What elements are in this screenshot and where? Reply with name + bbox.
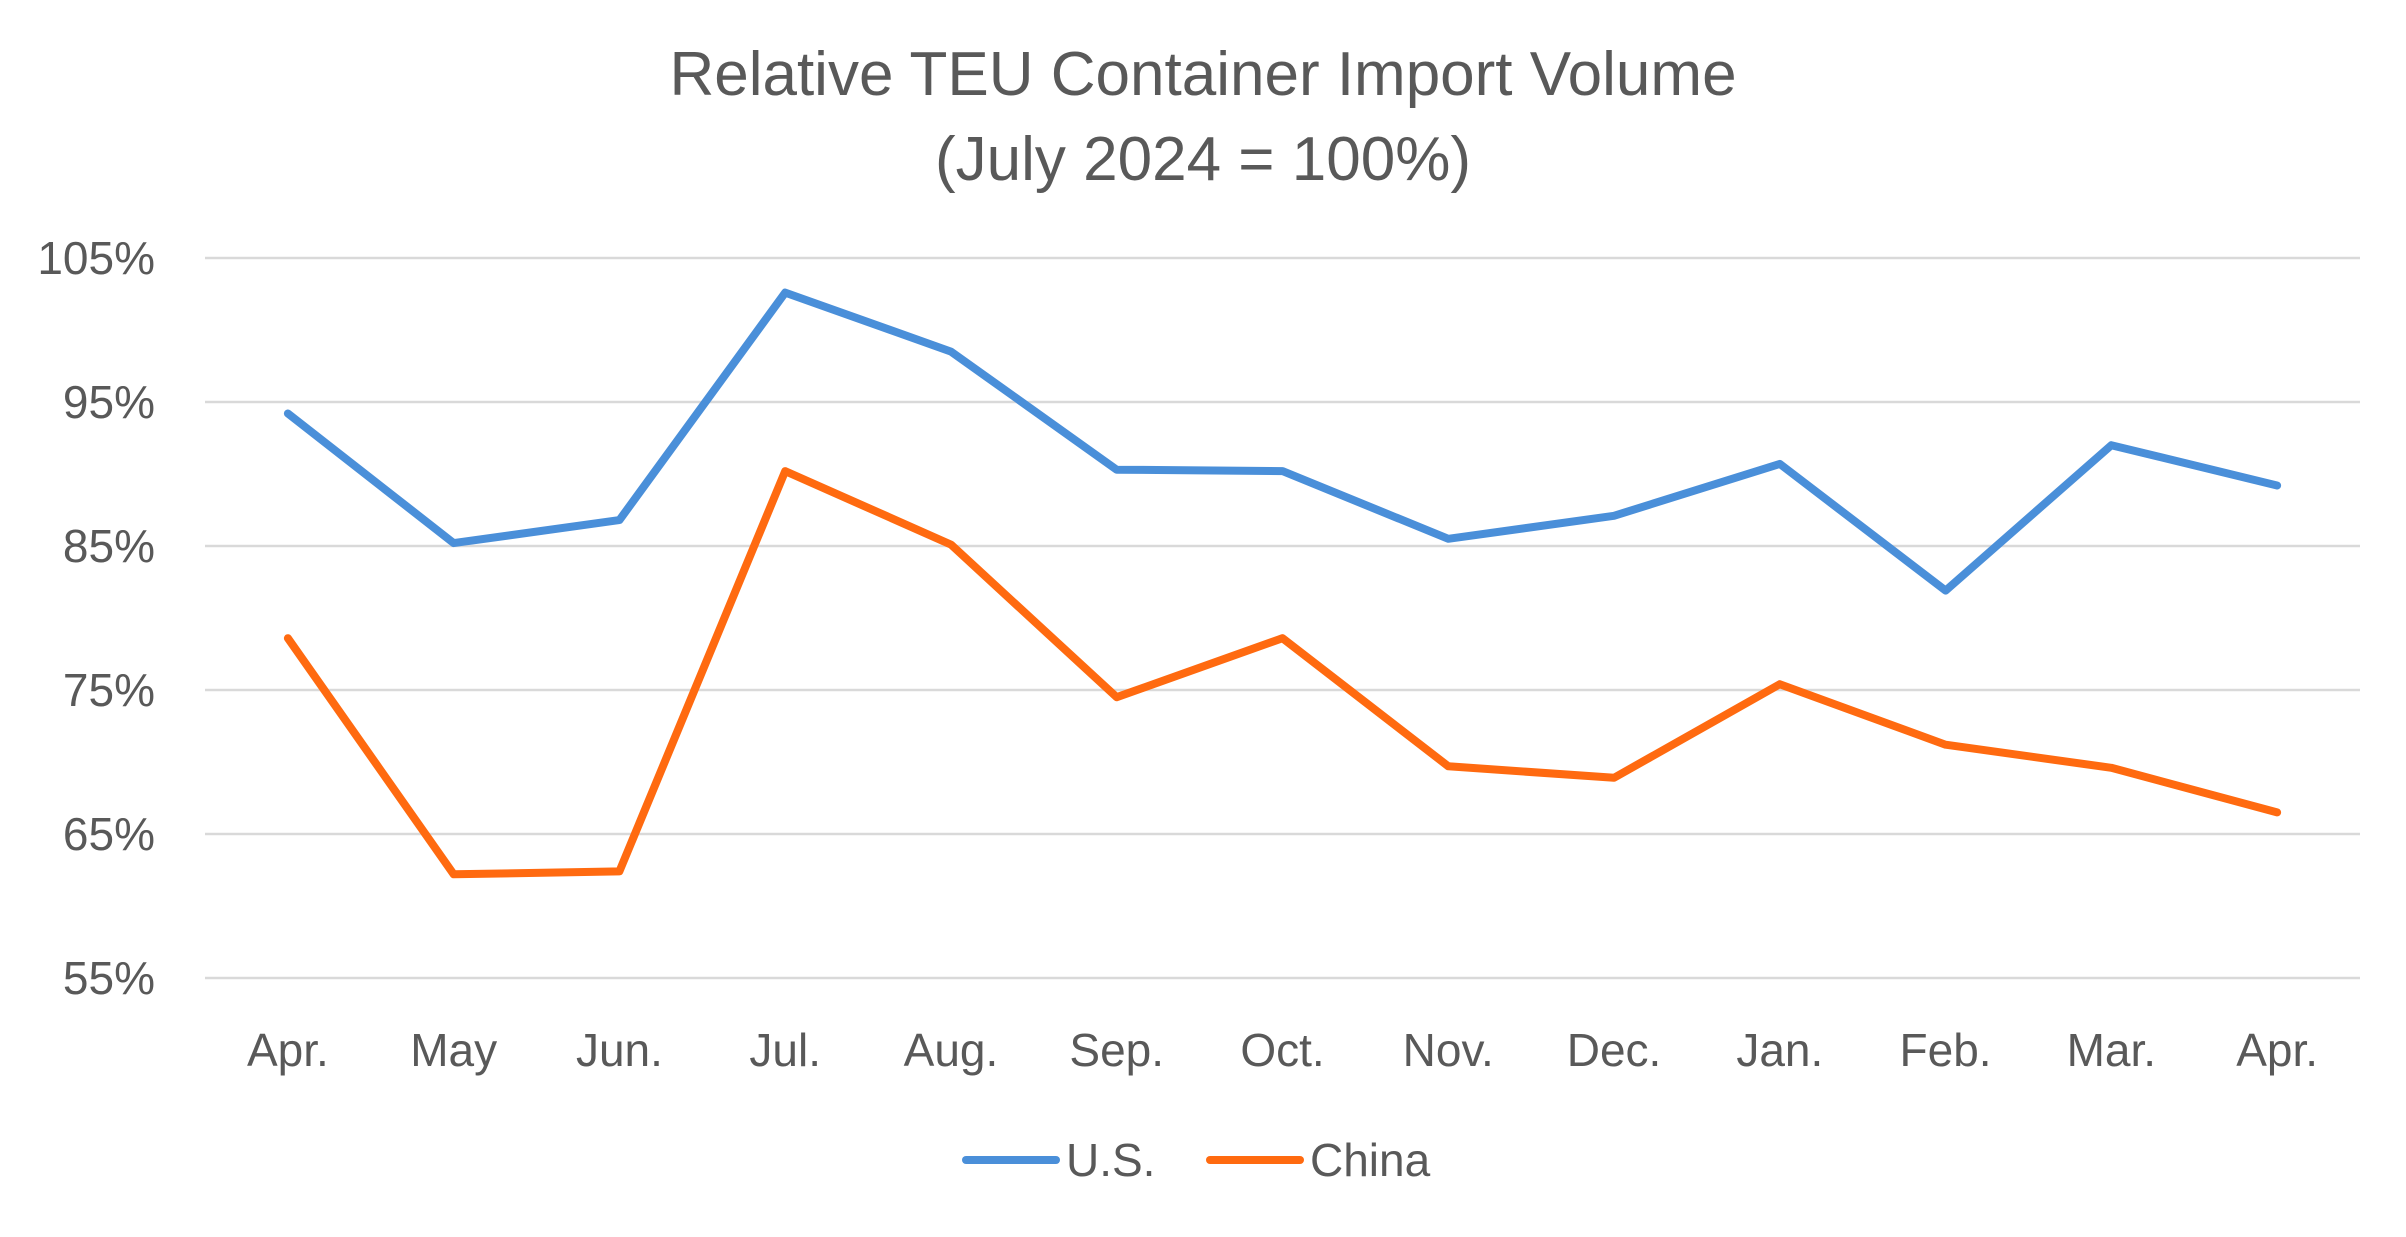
y-tick-label: 75% <box>63 664 155 716</box>
y-axis: 105% 95% 85% 75% 65% 55% <box>37 232 155 1004</box>
legend: U.S. China <box>962 1134 1431 1186</box>
x-tick-label: Dec. <box>1567 1024 1662 1076</box>
x-tick-label: Aug. <box>904 1024 999 1076</box>
chart-title-line-1: Relative TEU Container Import Volume <box>669 40 1736 109</box>
y-tick-label: 85% <box>63 520 155 572</box>
x-tick-label: Oct. <box>1240 1024 1324 1076</box>
x-tick-label: Feb. <box>1900 1024 1992 1076</box>
x-tick-label: Apr. <box>247 1024 329 1076</box>
y-tick-label: 105% <box>37 232 155 284</box>
x-tick-label: Jul. <box>749 1024 821 1076</box>
x-tick-label: Apr. <box>2236 1024 2318 1076</box>
series-lines <box>283 288 2282 879</box>
series-line-china <box>283 467 2282 879</box>
x-tick-label: Mar. <box>2067 1024 2156 1076</box>
chart-title-line-2: (July 2024 = 100%) <box>935 125 1471 194</box>
y-tick-label: 65% <box>63 808 155 860</box>
x-tick-label: May <box>410 1024 497 1076</box>
x-tick-label: Nov. <box>1403 1024 1494 1076</box>
y-tick-label: 55% <box>63 952 155 1004</box>
chart-title: Relative TEU Container Import Volume (Ju… <box>669 40 1736 194</box>
x-tick-label: Sep. <box>1069 1024 1164 1076</box>
x-tick-label: Jan. <box>1736 1024 1823 1076</box>
y-tick-label: 95% <box>63 376 155 428</box>
gridlines <box>205 256 2360 980</box>
x-tick-label: Jun. <box>576 1024 663 1076</box>
series-line-u-s <box>283 288 2282 595</box>
x-axis: Apr. May Jun. Jul. Aug. Sep. Oct. Nov. Dec. Jan. F… <box>247 1024 2318 1076</box>
legend-label-china: China <box>1310 1134 1431 1186</box>
legend-label-u-s: U.S. <box>1066 1134 1155 1186</box>
